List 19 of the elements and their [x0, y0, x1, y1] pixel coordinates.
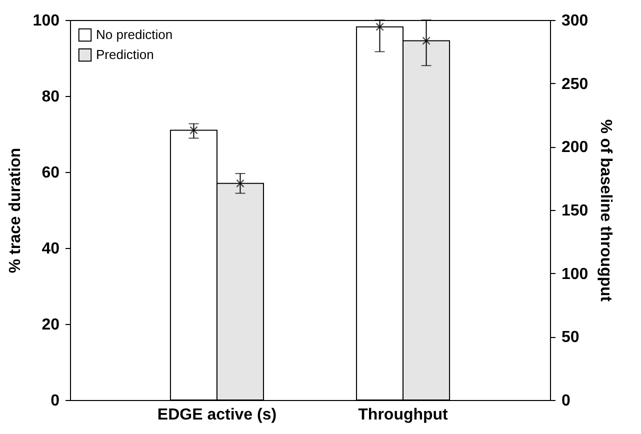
y-tick-label: 20 — [42, 316, 60, 334]
x-tick-label: Throughput — [358, 406, 449, 424]
y-tick-label: 0 — [50, 392, 60, 410]
legend-label: No prediction — [96, 27, 173, 42]
legend-label: Prediction — [96, 47, 154, 62]
y2-tick-label: 300 — [562, 12, 588, 30]
y2-tick-label: 50 — [562, 329, 580, 346]
y2-tick-label: 150 — [562, 202, 588, 220]
y-tick-label: 60 — [42, 164, 60, 182]
y2-tick-label: 250 — [562, 76, 588, 93]
x-tick-label: EDGE active (s) — [157, 406, 277, 424]
y-axis-title: % trace duration — [6, 148, 24, 274]
y2-tick-label: 100 — [562, 266, 588, 283]
y2-tick-label: 200 — [562, 139, 588, 156]
y-tick-label: 40 — [42, 240, 60, 258]
y2-tick-label: 0 — [562, 392, 570, 410]
y-tick-label: 80 — [42, 88, 60, 106]
y2-axis-title: % of baseline througput — [597, 119, 614, 302]
y-tick-label: 100 — [32, 12, 60, 30]
